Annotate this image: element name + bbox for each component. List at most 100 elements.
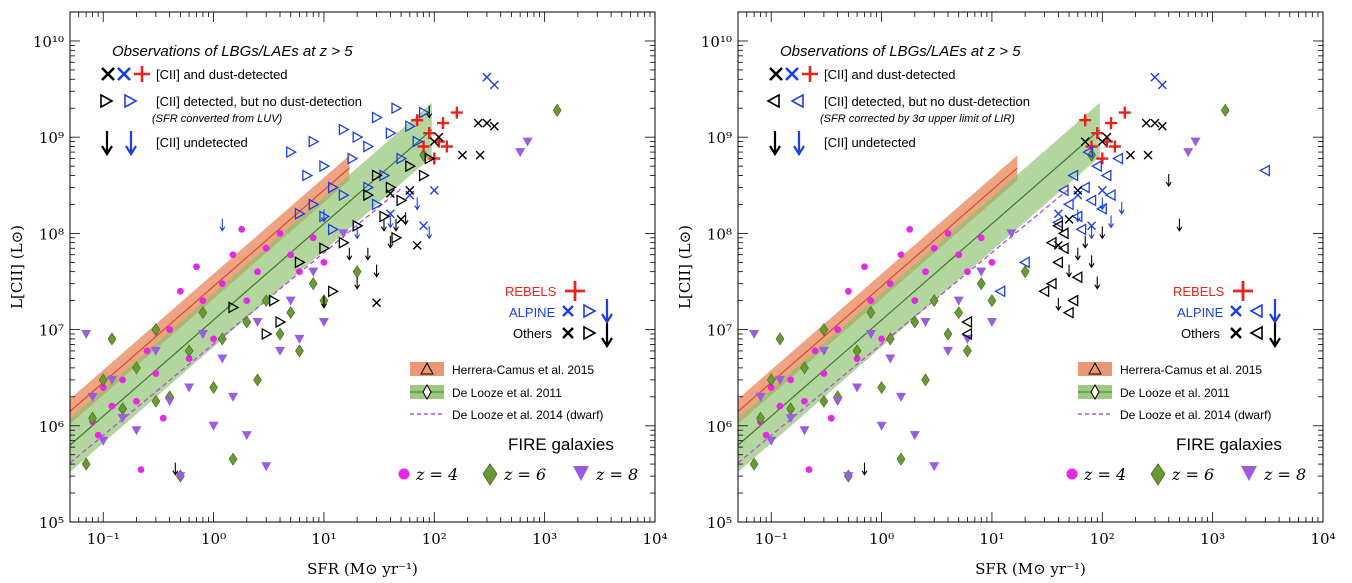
z-6-diamond-point	[954, 306, 964, 320]
alpine-triangle-right-point	[371, 198, 383, 211]
relation-label: Herrera-Camus et al. 2015	[1120, 363, 1262, 377]
fire-z6-label: z = 6	[1171, 465, 1214, 484]
others-arrow-down-point	[1176, 218, 1183, 232]
y-tick-label: 10⁵	[707, 514, 732, 532]
alpine-triangle-left-point	[1062, 198, 1074, 211]
z-4-circle-point	[159, 414, 167, 422]
y-axis-label: L[CII] (L⊙)	[8, 225, 26, 309]
z-4-circle-point	[276, 229, 284, 237]
z-4-circle-point	[185, 355, 193, 362]
z-6-diamond-point	[98, 373, 108, 387]
others-arrow-down-point	[1165, 174, 1172, 188]
y-tick-label: 10⁶	[39, 418, 64, 436]
fire-z6-icon	[482, 463, 498, 486]
z-8-triangle-down-point	[217, 354, 228, 364]
z-4-circle-point	[861, 263, 868, 271]
y-tick-label: 10⁷	[707, 322, 732, 340]
alpine-triangle-right-point	[371, 111, 383, 124]
others-triangle-left-point	[1071, 271, 1083, 284]
alpine-triangle-right-point	[328, 223, 340, 236]
rebels-plus-point	[417, 140, 430, 153]
alpine-x-point	[1150, 72, 1160, 82]
z-6-diamond-point	[976, 277, 986, 291]
others-triangle-right-point	[294, 256, 306, 269]
z-8-triangle-down-point	[150, 346, 161, 356]
z-6-diamond-point	[766, 373, 776, 387]
z-4-circle-point	[988, 258, 996, 266]
others-x-point	[405, 185, 415, 195]
z-8-triangle-down-point	[1006, 229, 1017, 239]
others-x-point	[372, 298, 382, 308]
z-6-diamond-point	[81, 457, 91, 471]
others-x-point	[1073, 185, 1083, 195]
x-tick-label: 10²	[1090, 530, 1115, 548]
z-4-circle-point	[199, 297, 207, 305]
others-triangle-left-point	[1067, 294, 1079, 307]
triangle-up-icon	[420, 361, 434, 375]
z-8-triangle-down-point	[785, 414, 796, 424]
z-6-diamond-point	[151, 323, 161, 337]
legend-arrow-icon	[1269, 299, 1281, 325]
z-4-circle-point	[287, 251, 295, 259]
z-4-circle-point	[166, 326, 174, 333]
others-x-point	[473, 118, 483, 128]
alpine-x-point	[1097, 185, 1107, 195]
legend-x-icon	[117, 67, 131, 81]
alpine-x-point	[489, 80, 499, 90]
alpine-arrow-down-point	[1099, 197, 1106, 211]
herrera-camus-line	[69, 167, 350, 412]
z-6-diamond-point	[352, 265, 362, 279]
z-6-diamond-point	[866, 306, 876, 320]
others-arrow-down-point	[354, 276, 361, 290]
rebels-plus-point	[450, 106, 463, 119]
alpine-triangle-right-point	[319, 160, 331, 173]
rebels-plus-point	[423, 127, 436, 140]
alpine-triangle-left-point	[1100, 169, 1112, 182]
legend-arrow-icon	[601, 299, 613, 325]
alpine-triangle-right-point	[412, 135, 424, 148]
legend-row-label: [CII] detected, but no dust-detection	[824, 94, 1030, 109]
z-8-triangle-down-point	[98, 436, 109, 446]
legend-triangle-icon	[766, 93, 780, 109]
z-8-triangle-down-point	[294, 334, 305, 344]
others-triangle-left-point	[1062, 306, 1074, 319]
z-8-triangle-down-point	[275, 346, 286, 356]
relation-label: De Looze et al. 2011	[452, 386, 562, 400]
legend-row-label: [CII] and dust-detected	[824, 67, 956, 82]
others-arrow-down-point	[364, 247, 371, 261]
z-4-circle-point	[218, 280, 226, 288]
z-6-diamond-point	[107, 332, 117, 346]
alpine-x-point	[1157, 80, 1167, 90]
z-6-diamond-point	[929, 294, 939, 308]
others-triangle-left-point	[1057, 227, 1069, 240]
z-6-diamond-point	[286, 306, 296, 320]
z-8-triangle-down-point	[338, 229, 349, 239]
others-triangle-left-point	[961, 327, 973, 341]
z-6-diamond-point	[852, 344, 862, 358]
z-4-circle-point	[262, 244, 270, 252]
z-8-triangle-down-point	[766, 436, 777, 446]
z-6-diamond-point	[552, 103, 562, 117]
others-x-point	[475, 150, 485, 160]
z-6-diamond-point	[198, 306, 208, 320]
alpine-triangle-left-point	[1085, 194, 1097, 207]
y-tick-label: 10¹⁰	[33, 33, 64, 51]
alpine-triangle-right-point	[418, 106, 430, 119]
others-x-icon	[562, 327, 574, 339]
y-tick-label: 10⁵	[39, 514, 64, 532]
z-4-circle-point	[906, 225, 914, 233]
others-x-icon	[1230, 327, 1242, 339]
z-6-diamond-point	[209, 380, 218, 395]
z-8-triangle-down-point	[308, 267, 319, 277]
z-8-triangle-down-point	[774, 375, 785, 385]
others-arrow-down-point	[1066, 264, 1073, 278]
x-tick-label: 10⁻¹	[87, 530, 120, 548]
de-looze-2011-line	[69, 129, 433, 446]
alpine-x-icon	[562, 305, 574, 317]
legend-triangle-icon	[100, 93, 114, 109]
others-arrow-down-point	[426, 105, 433, 119]
herrera-camus-swatch	[1078, 362, 1112, 376]
others-arrow-down-point	[387, 235, 394, 249]
others-x-point	[1157, 121, 1167, 131]
z-6-diamond-point	[800, 361, 809, 375]
